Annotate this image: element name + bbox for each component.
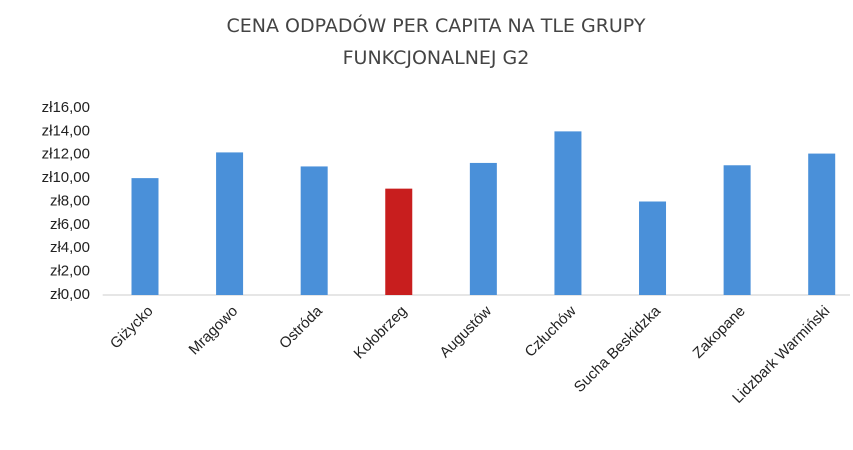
bar bbox=[469, 162, 497, 295]
y-tick-label: zł4,00 bbox=[50, 239, 90, 256]
bar bbox=[554, 131, 582, 295]
x-tick-label: Giżycko bbox=[107, 303, 157, 353]
chart-title: CENA ODPADÓW PER CAPITA NA TLE GRUPY FUN… bbox=[226, 15, 646, 69]
bar bbox=[216, 152, 244, 295]
bar bbox=[808, 153, 836, 295]
y-tick-label: zł14,00 bbox=[42, 122, 90, 139]
y-tick-label: zł12,00 bbox=[42, 146, 90, 163]
bar bbox=[723, 165, 751, 295]
y-tick-label: zł8,00 bbox=[50, 192, 90, 209]
x-tick-label: Sucha Beskidzka bbox=[571, 302, 665, 396]
x-tick-label: Augustów bbox=[436, 302, 495, 361]
y-tick-label: zł10,00 bbox=[42, 169, 90, 186]
x-tick-label: Zakopane bbox=[690, 303, 749, 362]
x-tick-label: Mrągowo bbox=[186, 303, 242, 359]
y-tick-label: zł6,00 bbox=[50, 216, 90, 233]
bar bbox=[131, 178, 159, 295]
bar bbox=[639, 201, 667, 295]
bar bbox=[385, 188, 413, 295]
x-tick-label: Ostróda bbox=[276, 302, 326, 352]
y-tick-label: zł0,00 bbox=[50, 286, 90, 303]
bar bbox=[300, 166, 328, 295]
x-tick-label: Kołobrzeg bbox=[351, 303, 411, 363]
y-tick-label: zł2,00 bbox=[50, 263, 90, 280]
y-tick-label: zł16,00 bbox=[42, 99, 90, 116]
x-tick-label: Człuchów bbox=[522, 303, 580, 361]
